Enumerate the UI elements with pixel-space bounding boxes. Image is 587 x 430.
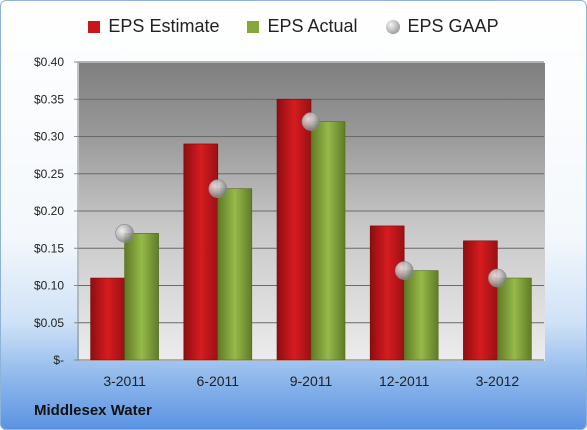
legend-label-actual: EPS Actual [267, 16, 358, 36]
legend-swatch-estimate [88, 20, 101, 33]
bar-eps-estimate [183, 143, 219, 361]
y-tick-label: $0.25 [34, 167, 64, 181]
marker-eps-gaap [394, 261, 414, 280]
legend-label-estimate: EPS Estimate [108, 16, 220, 36]
bar-eps-estimate [369, 225, 405, 361]
y-tick-label: $0.15 [34, 241, 64, 255]
marker-eps-gaap [301, 112, 321, 131]
y-tick-label: $0.20 [34, 204, 64, 218]
x-tick-label: 12-2011 [379, 373, 430, 389]
bar-eps-estimate [276, 98, 312, 361]
marker-eps-gaap [488, 268, 507, 288]
bar-eps-estimate [90, 277, 125, 361]
bar-eps-actual [310, 121, 346, 361]
company-name: Middlesex Water [34, 402, 152, 419]
x-tick-label: 9-2011 [290, 373, 333, 389]
legend-label-gaap: EPS GAAP [407, 16, 499, 36]
y-tick-label: $0.40 [34, 55, 64, 69]
x-tick-label: 6-2011 [197, 373, 240, 389]
legend: EPS Estimate EPS Actual EPS GAAP [0, 16, 587, 37]
legend-swatch-actual [247, 20, 260, 33]
bar-eps-actual [217, 188, 253, 361]
bar-eps-actual [403, 270, 439, 361]
bar-eps-estimate [463, 240, 498, 361]
marker-eps-gaap [208, 179, 228, 198]
legend-item-actual: EPS Actual [247, 16, 358, 37]
bar-eps-actual [124, 233, 159, 361]
y-tick-label: $0.10 [34, 279, 64, 293]
legend-swatch-gaap [385, 19, 400, 34]
y-tick-label: $0.35 [34, 92, 64, 106]
x-tick-label: 3-2012 [476, 373, 520, 389]
legend-item-gaap: EPS GAAP [385, 16, 499, 37]
y-tick-label: $0.05 [34, 316, 64, 330]
y-tick-label: $- [53, 353, 64, 367]
y-tick-label: $0.30 [34, 130, 64, 144]
x-tick-label: 3-2011 [103, 373, 146, 389]
bar-eps-actual [497, 277, 532, 361]
marker-eps-gaap [115, 224, 134, 243]
legend-item-estimate: EPS Estimate [88, 16, 219, 37]
